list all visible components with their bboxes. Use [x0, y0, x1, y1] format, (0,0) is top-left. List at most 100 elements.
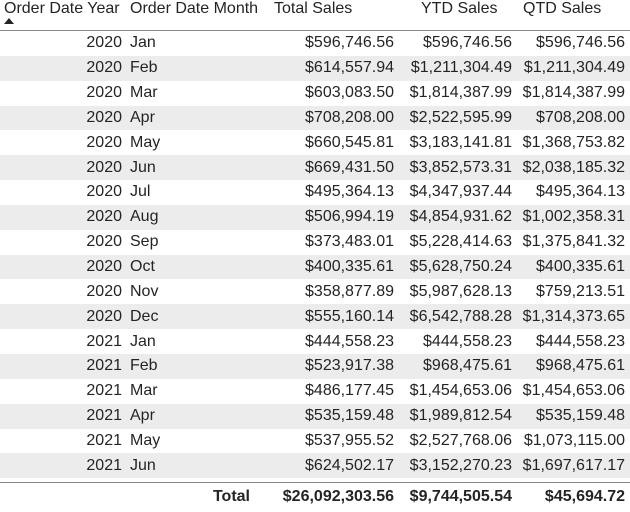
table-row[interactable]: 2021 Mar $486,177.45 $1,454,653.06 $1,454,65…	[0, 379, 630, 404]
table-row[interactable]: 2020 Nov $358,877.89 $5,987,628.13 $759,213.…	[0, 279, 630, 304]
qtd-sales-cell: $1,002,358.31	[522, 208, 625, 226]
total-sales-cell: $444,558.23	[305, 332, 394, 350]
table-row[interactable]: 2021 Apr $535,159.48 $1,989,812.54 $535,159.…	[0, 403, 630, 429]
ytd-sales-cell: $1,454,653.06	[409, 382, 512, 400]
ytd-sales-cell: $4,347,937.44	[409, 183, 512, 201]
matrix-body: 2020 Jan $596,746.56 $596,746.56 $596,746.56…	[0, 31, 630, 479]
table-row[interactable]: 2020 Dec $555,160.14 $6,542,788.28 $1,314,37…	[0, 304, 630, 330]
month-cell: Jun	[130, 158, 156, 176]
matrix-header: Order Date Year Order Date Month Total S…	[0, 0, 630, 31]
matrix-totals: Total $26,092,303.56 $9,744,505.54 $45,6…	[0, 482, 630, 512]
qtd-sales-cell: $1,454,653.06	[522, 382, 625, 400]
column-header-order-date-month[interactable]: Order Date Month	[126, 0, 270, 31]
qtd-sales-total: $45,694.72	[544, 488, 625, 506]
table-row[interactable]: 2021 May $537,955.52 $2,527,768.06 $1,073,11…	[0, 429, 630, 454]
table-row[interactable]: 2020 Aug $506,994.19 $4,854,931.62 $1,002,35…	[0, 204, 630, 230]
total-sales-cell: $624,502.17	[305, 456, 394, 474]
total-sales-cell: $603,083.50	[305, 84, 394, 102]
qtd-sales-cell: $1,211,304.49	[523, 59, 625, 77]
qtd-sales-cell: $1,814,387.99	[522, 84, 625, 102]
qtd-sales-cell: $535,159.48	[536, 407, 625, 425]
year-cell: 2020	[86, 208, 122, 226]
ytd-sales-cell: $4,854,931.62	[409, 208, 512, 226]
month-cell: Aug	[130, 208, 159, 226]
qtd-sales-cell: $1,697,617.17	[522, 456, 625, 474]
year-cell: 2020	[86, 84, 122, 102]
total-sales-cell: $537,955.52	[305, 431, 394, 449]
total-sales-cell: $660,545.81	[305, 133, 394, 151]
month-cell: Mar	[130, 84, 158, 102]
year-cell: 2021	[86, 456, 122, 474]
total-sales-cell: $614,557.94	[305, 59, 394, 77]
ytd-sales-cell: $5,987,628.13	[409, 282, 512, 300]
sort-ascending-icon	[4, 18, 14, 24]
ytd-sales-cell: $444,558.23	[423, 332, 512, 350]
qtd-sales-cell: $1,314,373.65	[522, 307, 625, 325]
table-row[interactable]: 2020 Apr $708,208.00 $2,522,595.99 $708,208.…	[0, 105, 630, 131]
year-cell: 2020	[86, 59, 122, 77]
year-cell: 2020	[86, 282, 122, 300]
column-header-total-sales[interactable]: Total Sales	[270, 0, 399, 31]
table-row[interactable]: 2020 Jun $669,431.50 $3,852,573.31 $2,038,18…	[0, 155, 630, 181]
year-cell: 2020	[86, 307, 122, 325]
year-cell: 2020	[86, 34, 122, 52]
year-cell: 2020	[86, 133, 122, 151]
total-sales-cell: $495,364.13	[305, 183, 394, 201]
table-row[interactable]: 2021 Jan $444,558.23 $444,558.23 $444,558.23	[0, 329, 630, 354]
total-sales-cell: $596,746.56	[305, 34, 394, 52]
month-cell: Nov	[130, 282, 159, 300]
qtd-sales-cell: $1,368,753.82	[522, 133, 625, 151]
column-header-label: Total Sales	[274, 0, 353, 17]
table-row[interactable]: 2020 Feb $614,557.94 $1,211,304.49 $1,211,30…	[0, 55, 630, 81]
total-sales-cell: $669,431.50	[305, 158, 394, 176]
ytd-sales-cell: $5,228,414.63	[409, 233, 512, 251]
total-sales-cell: $708,208.00	[305, 108, 394, 126]
column-header-ytd-sales[interactable]: YTD Sales	[399, 0, 517, 31]
month-cell: Apr	[130, 407, 155, 425]
ytd-sales-cell: $2,527,768.06	[409, 431, 512, 449]
month-cell: Feb	[130, 357, 158, 375]
year-cell: 2021	[86, 431, 122, 449]
column-header-label: Order Date Month	[130, 0, 259, 17]
table-row[interactable]: 2020 Mar $603,083.50 $1,814,387.99 $1,814,38…	[0, 81, 630, 106]
month-cell: Jan	[130, 332, 156, 350]
year-cell: 2020	[86, 183, 122, 201]
column-header-label: QTD Sales	[523, 0, 602, 17]
qtd-sales-cell: $400,335.61	[536, 258, 625, 276]
qtd-sales-cell: $444,558.23	[536, 332, 625, 350]
table-row[interactable]: 2020 Jan $596,746.56 $596,746.56 $596,746.56	[0, 31, 630, 56]
total-sales-cell: $523,917.38	[305, 357, 394, 375]
total-sales-cell: $535,159.48	[305, 407, 394, 425]
year-cell: 2020	[86, 233, 122, 251]
qtd-sales-cell: $596,746.56	[536, 34, 625, 52]
total-row: Total $26,092,303.56 $9,744,505.54 $45,6…	[0, 482, 630, 512]
total-sales-cell: $506,994.19	[305, 208, 394, 226]
total-sales-cell: $373,483.01	[305, 233, 394, 251]
qtd-sales-cell: $759,213.51	[536, 282, 625, 300]
total-sales-cell: $486,177.45	[305, 382, 394, 400]
column-header-qtd-sales[interactable]: QTD Sales	[517, 0, 630, 31]
table-row[interactable]: 2020 May $660,545.81 $3,183,141.81 $1,368,75…	[0, 130, 630, 155]
year-cell: 2021	[86, 407, 122, 425]
year-cell: 2020	[86, 258, 122, 276]
total-label: Total	[212, 488, 250, 506]
month-cell: Apr	[130, 108, 155, 126]
table-row[interactable]: 2021 Feb $523,917.38 $968,475.61 $968,475.61	[0, 353, 630, 379]
table-row[interactable]: 2020 Jul $495,364.13 $4,347,937.44 $495,364.…	[0, 180, 630, 205]
ytd-sales-total: $9,744,505.54	[409, 488, 512, 506]
table-row[interactable]: 2021 Jun $624,502.17 $3,152,270.23 $1,697,61…	[0, 453, 630, 479]
total-sales-cell: $358,877.89	[305, 282, 394, 300]
year-cell: 2020	[86, 158, 122, 176]
ytd-sales-cell: $6,542,788.28	[409, 307, 512, 325]
year-cell: 2021	[86, 382, 122, 400]
qtd-sales-cell: $1,375,841.32	[522, 233, 625, 251]
month-cell: Dec	[130, 307, 159, 325]
total-sales-cell: $400,335.61	[305, 258, 394, 276]
column-header-order-date-year[interactable]: Order Date Year	[0, 0, 126, 31]
ytd-sales-cell: $3,183,141.81	[409, 133, 512, 151]
ytd-sales-cell: $1,989,812.54	[409, 407, 512, 425]
year-cell: 2021	[86, 357, 122, 375]
table-row[interactable]: 2020 Sep $373,483.01 $5,228,414.63 $1,375,84…	[0, 230, 630, 255]
table-row[interactable]: 2020 Oct $400,335.61 $5,628,750.24 $400,335.…	[0, 254, 630, 280]
